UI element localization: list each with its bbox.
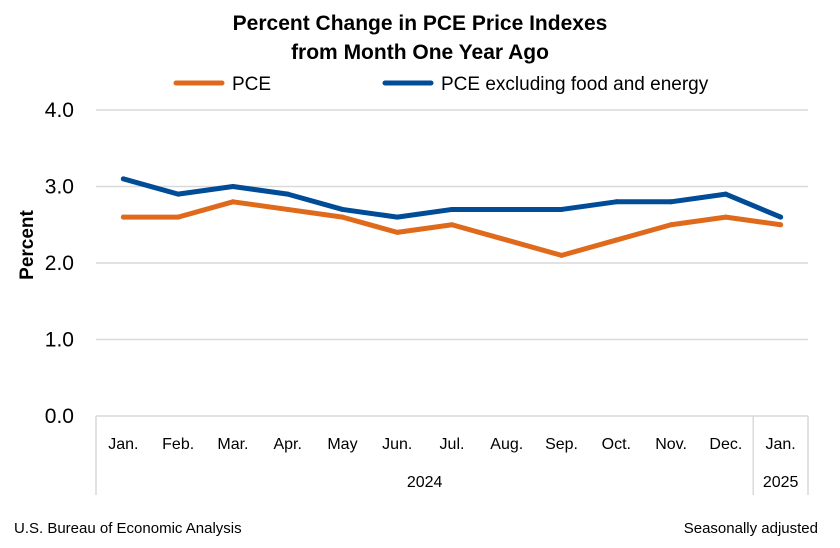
x-tick-label: Jan. bbox=[108, 436, 138, 453]
x-tick-label: May bbox=[327, 436, 357, 453]
data-point bbox=[230, 199, 236, 205]
data-point bbox=[559, 252, 565, 258]
x-tick-label: Jan. bbox=[765, 436, 795, 453]
source-note: U.S. Bureau of Economic Analysis bbox=[14, 520, 242, 537]
data-point bbox=[778, 222, 784, 228]
y-tick-label: 0.0 bbox=[45, 405, 74, 428]
x-tick-label: Feb. bbox=[162, 436, 194, 453]
y-tick-label: 4.0 bbox=[45, 99, 74, 122]
data-point bbox=[339, 214, 345, 220]
y-tick-label: 3.0 bbox=[45, 176, 74, 199]
legend-label: PCE excluding food and energy bbox=[441, 74, 709, 95]
data-point bbox=[449, 222, 455, 228]
data-point bbox=[559, 206, 565, 212]
x-tick-label: Mar. bbox=[217, 436, 248, 453]
data-point bbox=[504, 237, 510, 243]
x-tick-label: Oct. bbox=[602, 436, 631, 453]
data-point bbox=[394, 214, 400, 220]
data-point bbox=[723, 191, 729, 197]
data-point bbox=[613, 199, 619, 205]
legend-label: PCE bbox=[232, 74, 271, 95]
chart-subtitle: from Month One Year Ago bbox=[291, 41, 549, 64]
y-tick-label: 1.0 bbox=[45, 329, 74, 352]
data-point bbox=[120, 214, 126, 220]
x-tick-label: Nov. bbox=[655, 436, 687, 453]
data-point bbox=[175, 214, 181, 220]
year-label: 2024 bbox=[407, 474, 443, 491]
x-tick-label: Sep. bbox=[545, 436, 578, 453]
data-point bbox=[613, 237, 619, 243]
y-axis-label: Percent bbox=[17, 209, 38, 279]
x-tick-label: Jul. bbox=[440, 436, 465, 453]
data-point bbox=[175, 191, 181, 197]
data-point bbox=[285, 191, 291, 197]
data-point bbox=[120, 176, 126, 182]
data-point bbox=[723, 214, 729, 220]
data-point bbox=[668, 199, 674, 205]
x-tick-label: Jun. bbox=[382, 436, 412, 453]
seasonal-note: Seasonally adjusted bbox=[684, 520, 818, 537]
year-label: 2025 bbox=[763, 474, 799, 491]
data-point bbox=[339, 206, 345, 212]
data-point bbox=[778, 214, 784, 220]
data-point bbox=[668, 222, 674, 228]
data-point bbox=[394, 229, 400, 235]
x-tick-label: Apr. bbox=[273, 436, 301, 453]
data-point bbox=[230, 184, 236, 189]
chart-title: Percent Change in PCE Price Indexes bbox=[233, 12, 608, 35]
x-tick-label: Aug. bbox=[490, 436, 523, 453]
x-tick-label: Dec. bbox=[709, 436, 742, 453]
legend: PCE PCE excluding food and energy bbox=[173, 74, 709, 95]
data-point bbox=[449, 206, 455, 212]
data-point bbox=[504, 206, 510, 212]
y-tick-label: 2.0 bbox=[45, 252, 74, 275]
data-point bbox=[285, 206, 291, 212]
